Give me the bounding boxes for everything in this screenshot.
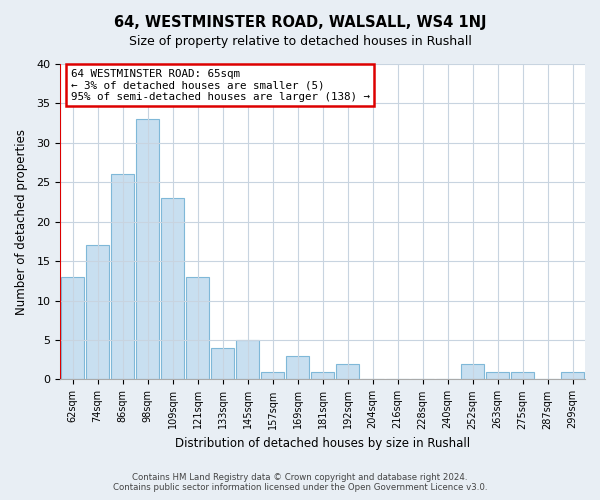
Y-axis label: Number of detached properties: Number of detached properties	[15, 128, 28, 314]
Bar	[187, 277, 209, 380]
Bar	[511, 372, 534, 380]
Bar	[486, 372, 509, 380]
Bar	[561, 372, 584, 380]
Bar	[311, 372, 334, 380]
Bar	[86, 246, 109, 380]
Bar	[61, 277, 84, 380]
X-axis label: Distribution of detached houses by size in Rushall: Distribution of detached houses by size …	[175, 437, 470, 450]
Bar	[136, 119, 159, 380]
Bar	[461, 364, 484, 380]
Text: Size of property relative to detached houses in Rushall: Size of property relative to detached ho…	[128, 35, 472, 48]
Bar	[337, 364, 359, 380]
Text: Contains HM Land Registry data © Crown copyright and database right 2024.
Contai: Contains HM Land Registry data © Crown c…	[113, 473, 487, 492]
Text: 64, WESTMINSTER ROAD, WALSALL, WS4 1NJ: 64, WESTMINSTER ROAD, WALSALL, WS4 1NJ	[114, 15, 486, 30]
Bar	[211, 348, 234, 380]
Bar	[286, 356, 309, 380]
Bar	[262, 372, 284, 380]
Bar	[236, 340, 259, 380]
Bar	[112, 174, 134, 380]
Bar	[161, 198, 184, 380]
Text: 64 WESTMINSTER ROAD: 65sqm
← 3% of detached houses are smaller (5)
95% of semi-d: 64 WESTMINSTER ROAD: 65sqm ← 3% of detac…	[71, 68, 370, 102]
